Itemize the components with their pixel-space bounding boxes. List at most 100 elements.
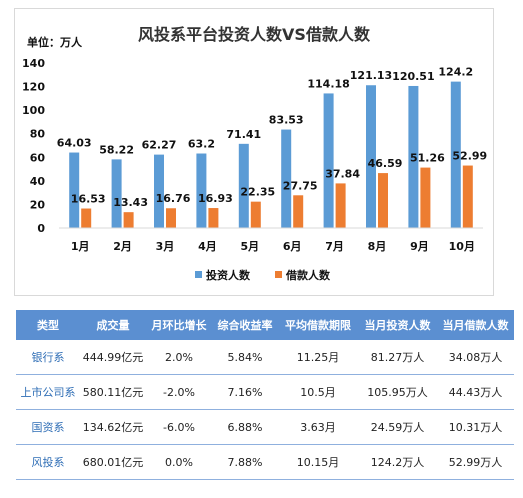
table-cell: 2.0% (146, 340, 212, 375)
table-cell: 10.5月 (278, 374, 358, 410)
x-tick-label: 8月 (368, 240, 387, 253)
x-tick-label: 6月 (283, 240, 302, 253)
bar-borrowers (250, 201, 261, 228)
data-label: 71.41 (226, 128, 261, 141)
table-cell: 5.84% (212, 340, 278, 375)
table-row: 国资系 134.62亿元 -6.0% 6.88% 3.63月 24.59万人 10.31万人 (16, 409, 514, 445)
chart-panel: 风投系平台投资人数VS借款人数 单位：万人 0 20 40 60 80 100 120 140… (14, 8, 494, 296)
table-cell: 34.08万人 (437, 340, 514, 375)
table-cell: 52.99万人 (437, 444, 514, 480)
data-label: 121.13 (350, 69, 392, 82)
table-cell: 7.88% (212, 444, 278, 480)
data-label: 13.43 (113, 196, 148, 209)
table-cell: 124.2万人 (358, 444, 437, 480)
data-label: 63.2 (188, 138, 215, 151)
data-label: 16.76 (156, 192, 191, 205)
table-cell: 7.16% (212, 374, 278, 410)
table-cell: -6.0% (146, 409, 212, 445)
bar-investors (450, 81, 461, 228)
bar-investors (238, 143, 249, 228)
bar-borrowers (166, 208, 176, 228)
data-label: 27.75 (283, 179, 318, 192)
data-label: 64.03 (57, 137, 92, 150)
table-cell: 44.43万人 (437, 374, 514, 410)
table-cell: 680.01亿元 (80, 444, 146, 480)
table-cell: 105.95万人 (358, 374, 437, 410)
y-tick-label: 80 (30, 128, 46, 141)
x-tick-label: 2月 (113, 240, 132, 253)
legend-label: 借款人数 (285, 268, 331, 282)
y-tick-label: 20 (30, 198, 46, 211)
legend-swatch (195, 271, 202, 278)
y-tick-label: 100 (22, 104, 45, 117)
legend-swatch (275, 271, 282, 278)
table-cell: 10.15月 (278, 444, 358, 480)
bar-investors (323, 93, 334, 228)
row-type-cell: 国资系 (16, 409, 80, 445)
bar-investors (154, 154, 164, 228)
data-label: 52.99 (452, 150, 487, 163)
unit-label: 单位：万人 (27, 35, 83, 49)
chart-title: 风投系平台投资人数VS借款人数 (138, 25, 371, 44)
bar-investors (366, 85, 376, 228)
data-label: 114.18 (307, 77, 349, 90)
y-tick-label: 40 (30, 175, 46, 188)
data-label: 51.26 (410, 152, 445, 165)
table-cell: 11.25月 (278, 340, 358, 375)
bar-borrowers (335, 183, 346, 228)
data-label: 83.53 (269, 114, 304, 127)
data-label: 62.27 (142, 139, 177, 152)
data-label: 120.51 (392, 70, 434, 83)
legend: 投资人数 借款人数 (195, 268, 331, 282)
column-header: 成交量 (80, 310, 146, 340)
bar-borrowers (420, 167, 431, 228)
x-tick-label: 7月 (325, 240, 344, 253)
bar-borrowers (81, 208, 92, 228)
platform-table: 类型 成交量 月环比增长 综合收益率 平均借款期限 当月投资人数 当月借款人数 银行系 444… (16, 310, 514, 480)
bar-investors (69, 152, 80, 228)
bar-borrowers (462, 165, 473, 228)
table-row: 银行系 444.99亿元 2.0% 5.84% 11.25月 81.27万人 34.08万人 (16, 340, 514, 375)
x-tick-label: 3月 (156, 240, 175, 253)
bar-investors (408, 85, 419, 228)
x-tick-label: 9月 (410, 240, 429, 253)
column-header: 综合收益率 (212, 310, 278, 340)
bar-investors (281, 129, 292, 228)
table-row: 上市公司系 580.11亿元 -2.0% 7.16% 10.5月 105.95万人 44.4… (16, 374, 514, 410)
bar-investors (111, 159, 122, 228)
table-cell: 134.62亿元 (80, 409, 146, 445)
column-header: 当月借款人数 (437, 310, 514, 340)
y-tick-label: 0 (37, 222, 45, 235)
data-label: 16.93 (198, 192, 233, 205)
row-type-cell: 上市公司系 (16, 374, 80, 410)
row-type-cell: 银行系 (16, 340, 80, 375)
data-label: 16.53 (71, 193, 106, 206)
x-tick-label: 4月 (198, 240, 217, 253)
column-header: 平均借款期限 (278, 310, 358, 340)
bar-borrowers (378, 173, 388, 228)
x-tick-label: 1月 (71, 240, 90, 253)
y-tick-label: 60 (30, 151, 46, 164)
table-cell: 6.88% (212, 409, 278, 445)
table-header-row: 类型 成交量 月环比增长 综合收益率 平均借款期限 当月投资人数 当月借款人数 (16, 310, 514, 340)
x-tick-label: 5月 (240, 240, 259, 253)
table-cell: 0.0% (146, 444, 212, 480)
table-cell: 444.99亿元 (80, 340, 146, 375)
bar-borrowers (123, 212, 134, 228)
data-label: 58.22 (99, 143, 134, 156)
table-cell: 580.11亿元 (80, 374, 146, 410)
column-header: 月环比增长 (146, 310, 212, 340)
bar-investors (196, 153, 207, 228)
table-cell: 24.59万人 (358, 409, 437, 445)
data-label: 37.84 (325, 167, 360, 180)
column-header: 当月投资人数 (358, 310, 437, 340)
bar-borrowers (208, 208, 219, 228)
row-type-cell: 风投系 (16, 444, 80, 480)
data-label: 124.2 (438, 66, 473, 79)
bar-chart: 风投系平台投资人数VS借款人数 单位：万人 0 20 40 60 80 100 120 140… (22, 25, 487, 282)
legend-label: 投资人数 (206, 268, 251, 282)
table-cell: -2.0% (146, 374, 212, 410)
table-row: 风投系 680.01亿元 0.0% 7.88% 10.15月 124.2万人 52.99万人 (16, 444, 514, 480)
y-tick-label: 120 (22, 81, 45, 94)
bar-borrowers (293, 195, 304, 228)
